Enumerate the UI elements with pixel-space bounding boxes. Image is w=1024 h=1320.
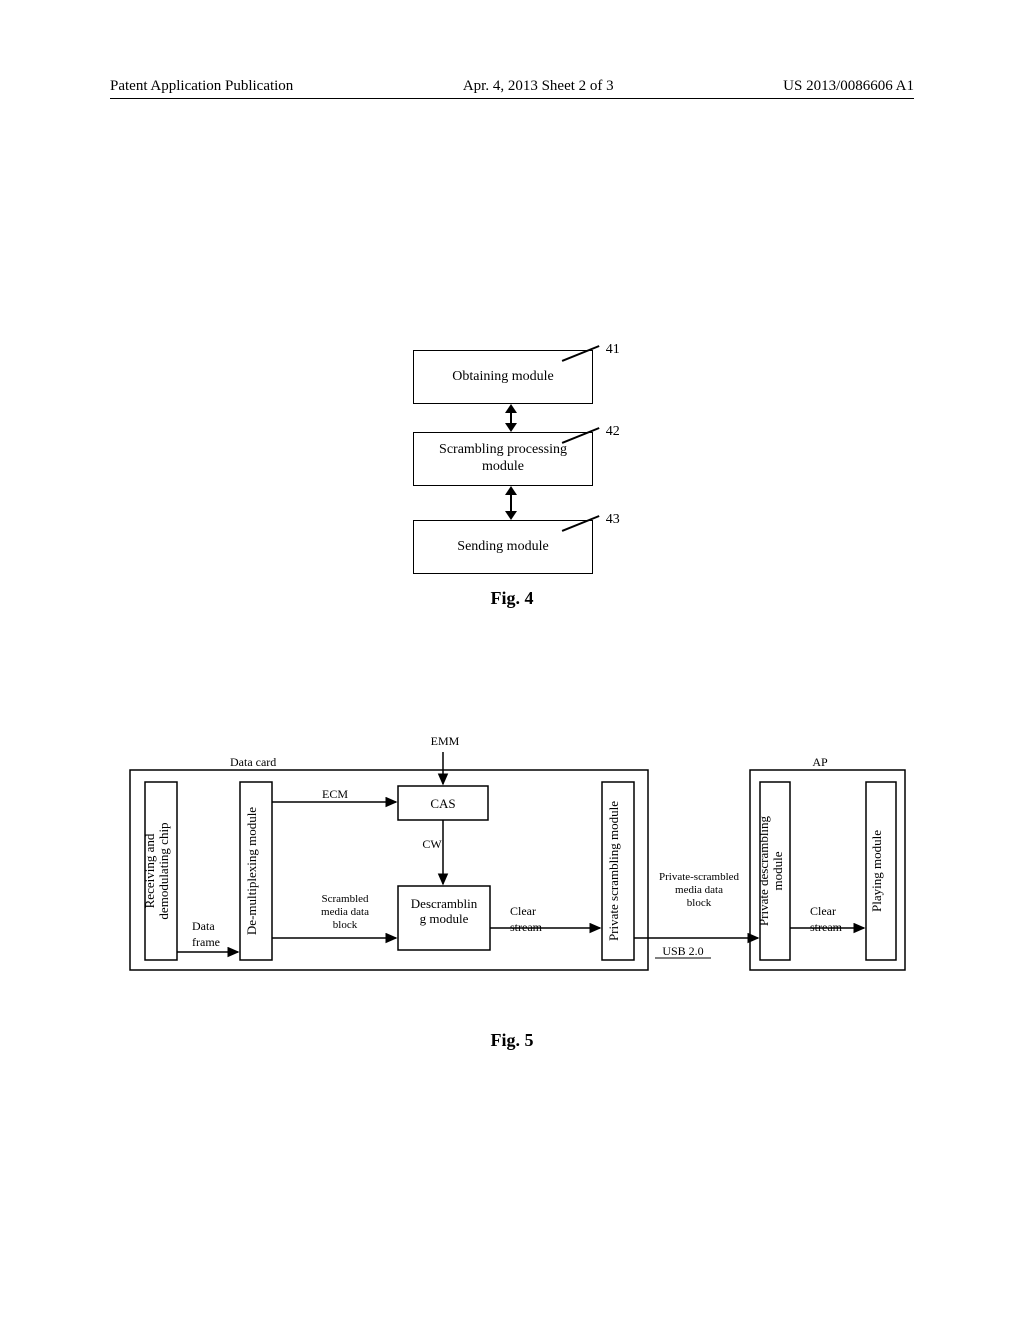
fig4-caption: Fig. 4: [491, 588, 534, 609]
fig5-caption: Fig. 5: [491, 1030, 534, 1051]
figure-4: Obtaining module Scrambling processing m…: [110, 350, 914, 670]
svg-text:Private-scrambled: Private-scrambled: [659, 871, 740, 883]
fig4-sending-label: Sending module: [457, 539, 548, 556]
fig4-ref-41: 41: [606, 342, 620, 358]
svg-text:demodulating chip: demodulating chip: [156, 822, 171, 919]
fig4-arrow-2: [501, 486, 521, 520]
svg-text:Data: Data: [192, 919, 215, 933]
svg-text:media data: media data: [675, 884, 723, 896]
header-right: US 2013/0086606 A1: [783, 78, 914, 95]
svg-text:USB 2.0: USB 2.0: [662, 944, 703, 958]
svg-text:Private scrambling module: Private scrambling module: [606, 801, 621, 941]
svg-text:stream: stream: [810, 920, 843, 934]
svg-text:EMM: EMM: [431, 734, 460, 748]
svg-text:AP: AP: [812, 755, 828, 769]
page-header: Patent Application Publication Apr. 4, 2…: [0, 78, 1024, 95]
svg-text:CW: CW: [422, 837, 442, 851]
svg-text:Scrambled: Scrambled: [321, 893, 369, 905]
svg-text:frame: frame: [192, 935, 220, 949]
fig4-ref-43: 43: [606, 512, 620, 528]
svg-text:Clear: Clear: [810, 904, 836, 918]
svg-text:Private descrambling: Private descrambling: [756, 815, 771, 926]
svg-text:ECM: ECM: [322, 787, 348, 801]
svg-text:Clear: Clear: [510, 904, 536, 918]
header-rule: [110, 98, 914, 99]
svg-text:Data card: Data card: [230, 755, 276, 769]
svg-text:stream: stream: [510, 920, 543, 934]
svg-text:block: block: [687, 897, 712, 909]
svg-text:CAS: CAS: [430, 796, 455, 811]
fig4-scrambling-label: Scrambling processing module: [418, 442, 588, 476]
figure-5: EMM Data card AP Receiving anddemodulating …: [110, 730, 914, 1060]
fig5-svg: EMM Data card AP Receiving anddemodulating …: [110, 730, 910, 1000]
svg-text:block: block: [333, 919, 358, 931]
fig4-ref-42: 42: [606, 424, 620, 440]
svg-text:De-multiplexing module: De-multiplexing module: [244, 807, 259, 935]
svg-text:Playing module: Playing module: [869, 830, 884, 912]
svg-text:g module: g module: [420, 911, 469, 926]
header-center: Apr. 4, 2013 Sheet 2 of 3: [463, 78, 614, 95]
svg-text:module: module: [770, 851, 785, 890]
fig4-arrow-1: [501, 404, 521, 432]
fig4-obtaining-label: Obtaining module: [452, 369, 554, 386]
svg-text:Receiving and: Receiving and: [142, 833, 157, 908]
header-left: Patent Application Publication: [110, 78, 293, 95]
svg-text:Descramblin: Descramblin: [411, 896, 478, 911]
svg-text:media data: media data: [321, 906, 369, 918]
